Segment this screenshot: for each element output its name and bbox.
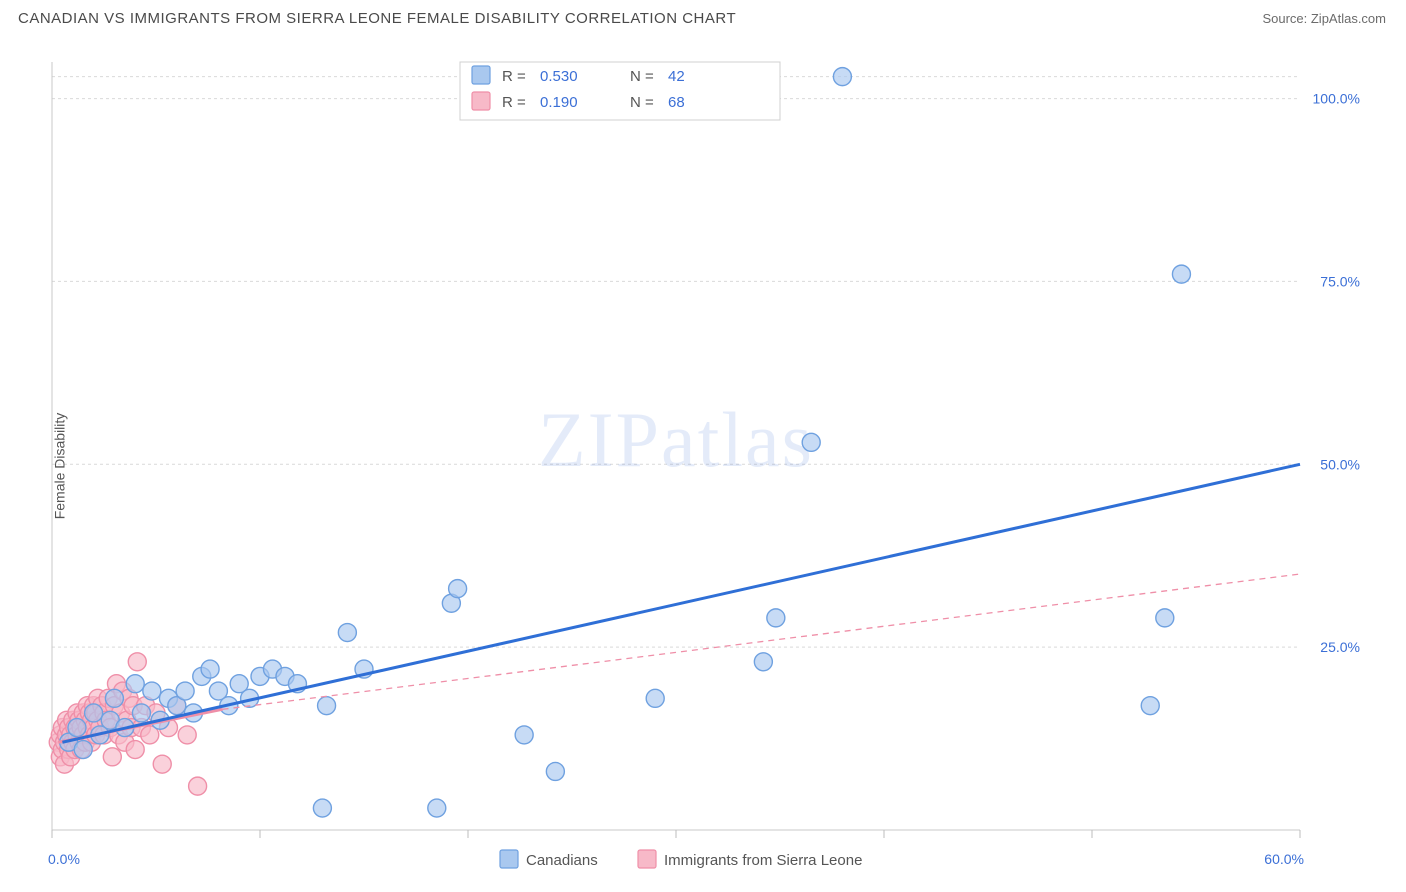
- y-tick-label: 25.0%: [1320, 639, 1360, 655]
- data-point-pink: [103, 748, 121, 766]
- data-point-blue: [338, 624, 356, 642]
- legend-n-label: N =: [630, 68, 654, 85]
- legend-r-label: R =: [502, 94, 526, 111]
- data-point-blue: [126, 675, 144, 693]
- chart-title: CANADIAN VS IMMIGRANTS FROM SIERRA LEONE…: [18, 10, 736, 27]
- data-point-blue: [318, 697, 336, 715]
- legend-n-value: 68: [668, 94, 685, 111]
- watermark: ZIPatlas: [538, 396, 814, 483]
- y-tick-label: 75.0%: [1320, 273, 1360, 289]
- data-point-blue: [85, 704, 103, 722]
- data-point-blue: [143, 682, 161, 700]
- legend-r-value: 0.530: [540, 68, 578, 85]
- x-tick-label: 0.0%: [48, 851, 80, 867]
- data-point-blue: [428, 799, 446, 817]
- source-link[interactable]: ZipAtlas.com: [1311, 11, 1386, 26]
- data-point-blue: [313, 799, 331, 817]
- legend-n-value: 42: [668, 68, 685, 85]
- bottom-legend-swatch: [500, 850, 518, 868]
- data-point-blue: [515, 726, 533, 744]
- data-point-blue: [1156, 609, 1174, 627]
- data-point-pink: [153, 755, 171, 773]
- data-point-blue: [767, 609, 785, 627]
- bottom-legend-label: Canadians: [526, 852, 598, 869]
- bottom-legend-swatch: [638, 850, 656, 868]
- y-axis-label: Female Disability: [51, 413, 67, 520]
- data-point-blue: [1141, 697, 1159, 715]
- data-point-pink: [189, 777, 207, 795]
- data-point-blue: [449, 580, 467, 598]
- data-point-blue: [1172, 265, 1190, 283]
- data-point-pink: [178, 726, 196, 744]
- legend-r-value: 0.190: [540, 94, 578, 111]
- data-point-blue: [176, 682, 194, 700]
- title-bar: CANADIAN VS IMMIGRANTS FROM SIERRA LEONE…: [0, 0, 1406, 33]
- data-point-blue: [754, 653, 772, 671]
- data-point-pink: [128, 653, 146, 671]
- trendline-pink-dashed: [223, 574, 1300, 709]
- data-point-blue: [646, 689, 664, 707]
- legend-swatch: [472, 66, 490, 84]
- data-point-pink: [126, 741, 144, 759]
- x-tick-label: 60.0%: [1264, 851, 1304, 867]
- data-point-blue: [802, 433, 820, 451]
- scatter-chart: 0.0% 60.0% 25.0% 50.0% 75.0% 100.0% ZIPatlas R …: [0, 40, 1406, 892]
- data-point-blue: [201, 660, 219, 678]
- legend-r-label: R =: [502, 68, 526, 85]
- bottom-legend-label: Immigrants from Sierra Leone: [664, 852, 862, 869]
- data-point-blue: [833, 68, 851, 86]
- data-point-blue: [546, 762, 564, 780]
- legend-swatch: [472, 92, 490, 110]
- source-attribution: Source: ZipAtlas.com: [1262, 11, 1386, 26]
- data-point-blue: [105, 689, 123, 707]
- source-label: Source:: [1262, 11, 1310, 26]
- data-point-blue: [132, 704, 150, 722]
- y-tick-label: 50.0%: [1320, 456, 1360, 472]
- chart-area: Female Disability 0.0% 60.0% 25.0% 50.0% 75.…: [0, 40, 1406, 892]
- y-tick-label: 100.0%: [1313, 91, 1360, 107]
- legend-n-label: N =: [630, 94, 654, 111]
- data-point-blue: [68, 719, 86, 737]
- trendline-blue: [62, 464, 1300, 742]
- data-point-blue: [74, 741, 92, 759]
